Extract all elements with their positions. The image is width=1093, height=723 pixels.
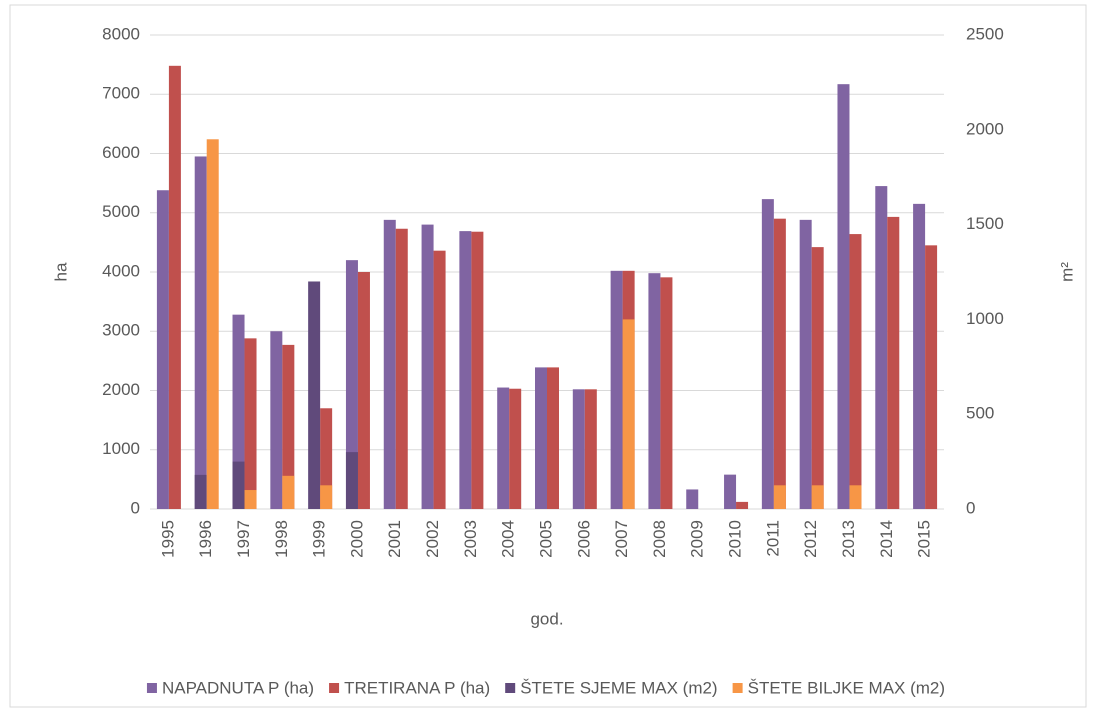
bar	[837, 84, 850, 510]
x-tick-label: 2010	[726, 520, 745, 558]
y2-tick-label: 0	[966, 498, 975, 517]
bar	[320, 485, 333, 509]
bar	[773, 218, 786, 510]
bar	[168, 65, 181, 509]
bar	[913, 203, 926, 510]
legend-swatch	[146, 683, 157, 693]
bar	[497, 387, 510, 509]
bar	[509, 388, 522, 509]
bar	[244, 490, 257, 509]
y-tick-label: 8000	[102, 24, 140, 43]
x-tick-label: 2011	[763, 520, 782, 557]
bar	[660, 277, 673, 509]
y2-tick-label: 2000	[966, 119, 1004, 138]
legend-swatch	[732, 683, 743, 693]
bar	[773, 485, 786, 509]
bar	[345, 260, 358, 509]
bar	[572, 389, 585, 509]
bar	[395, 228, 408, 509]
bar	[648, 273, 661, 509]
bar	[849, 485, 862, 509]
x-tick-label: 2005	[536, 520, 555, 558]
x-tick-label: 2002	[423, 520, 442, 558]
x-tick-label: 1996	[196, 520, 215, 558]
legend-label: NAPADNUTA P (ha)	[162, 678, 314, 697]
bar	[584, 389, 597, 509]
y2-axis-label: m²	[1057, 262, 1076, 282]
bar	[736, 501, 749, 509]
legend-swatch	[505, 683, 516, 693]
x-tick-label: 2001	[385, 520, 404, 558]
bar	[232, 314, 245, 509]
legend-label: ŠTETE SJEME MAX (m2)	[520, 678, 717, 697]
x-tick-label: 2013	[839, 520, 858, 558]
x-axis-label: god.	[530, 609, 563, 628]
bar	[345, 452, 358, 509]
y-tick-label: 3000	[102, 321, 140, 340]
x-tick-label: 2000	[347, 520, 366, 558]
bar	[244, 338, 257, 509]
y-tick-label: 4000	[102, 261, 140, 280]
y-tick-label: 0	[131, 498, 140, 517]
bar	[194, 156, 207, 509]
y-tick-label: 5000	[102, 202, 140, 221]
y-tick-label: 2000	[102, 380, 140, 399]
x-tick-label: 2003	[461, 520, 480, 558]
bar	[686, 489, 699, 509]
bar	[724, 474, 737, 509]
bar	[282, 344, 295, 509]
bar	[282, 475, 295, 509]
bar	[875, 186, 888, 509]
y-axis-label: ha	[51, 262, 70, 281]
legend-swatch	[329, 683, 340, 693]
legend-label: ŠTETE BILJKE MAX (m2)	[748, 678, 945, 697]
bar	[194, 474, 207, 509]
bar	[471, 231, 484, 509]
bar	[156, 190, 169, 510]
chart-border	[9, 4, 1087, 708]
x-tick-label: 2012	[801, 520, 820, 558]
bar	[811, 247, 824, 510]
bar	[206, 139, 219, 509]
bar	[761, 199, 774, 509]
x-tick-label: 2008	[650, 520, 669, 558]
y2-tick-label: 2500	[966, 24, 1004, 43]
bar	[232, 461, 245, 509]
x-tick-label: 2014	[877, 520, 896, 558]
x-tick-label: 2015	[915, 520, 934, 558]
bar	[849, 234, 862, 509]
bar	[925, 245, 938, 509]
x-tick-label: 1999	[310, 520, 329, 558]
y2-tick-label: 500	[966, 404, 994, 423]
bar	[433, 250, 446, 510]
bar	[610, 270, 623, 509]
x-tick-label: 2009	[688, 520, 707, 558]
x-tick-label: 2004	[499, 520, 518, 558]
bar	[811, 485, 824, 509]
x-tick-label: 2006	[574, 520, 593, 558]
y2-tick-label: 1000	[966, 309, 1004, 328]
bar	[887, 216, 900, 509]
bar	[459, 231, 472, 509]
y2-tick-label: 1500	[966, 214, 1004, 233]
bar	[547, 367, 559, 509]
bar	[320, 408, 333, 509]
y-tick-label: 1000	[102, 439, 140, 458]
bar	[799, 219, 812, 510]
bar	[535, 367, 547, 509]
y-tick-label: 6000	[102, 143, 140, 162]
bar	[622, 319, 635, 509]
x-tick-label: 1998	[272, 520, 291, 558]
bar	[421, 224, 434, 509]
x-tick-label: 1997	[234, 520, 253, 558]
y-tick-label: 7000	[102, 84, 140, 103]
bar	[357, 272, 370, 509]
bar	[383, 219, 396, 510]
bar	[308, 281, 321, 509]
legend-label: TRETIRANA P (ha)	[344, 678, 490, 697]
x-tick-label: 1995	[158, 520, 177, 558]
x-tick-label: 2007	[612, 520, 631, 558]
bar	[270, 331, 283, 509]
